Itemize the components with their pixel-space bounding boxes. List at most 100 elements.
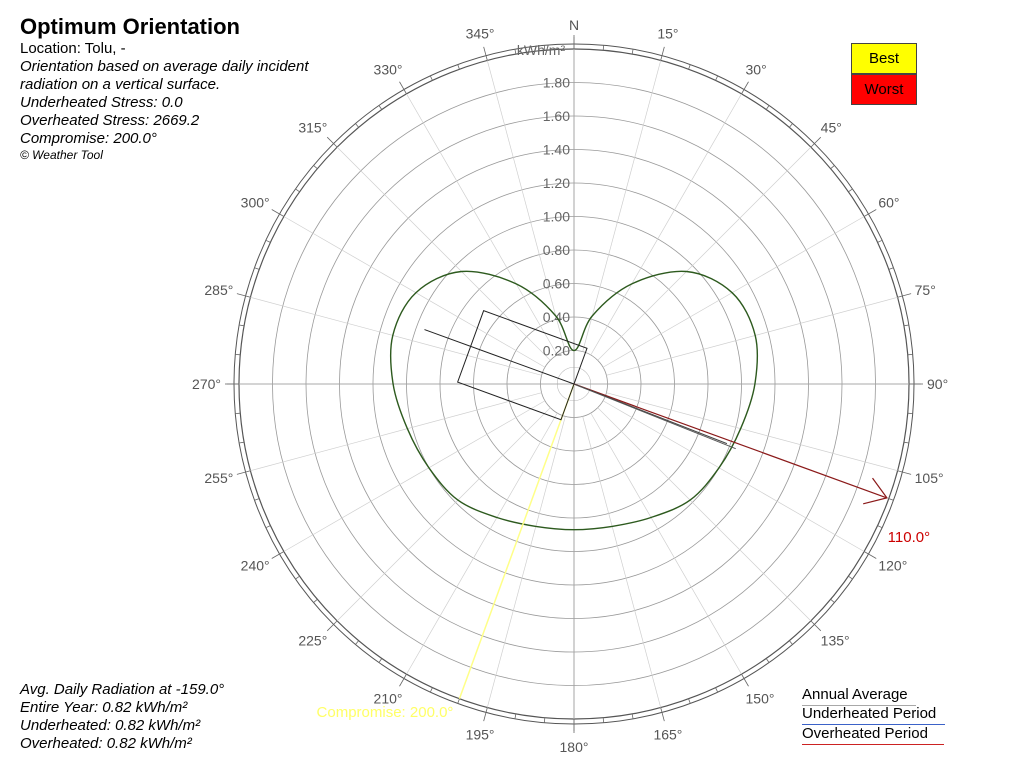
- radial-tick-label: 1.40: [543, 142, 570, 158]
- radial-tick-label: 0.60: [543, 276, 570, 292]
- angle-ticks: [225, 35, 923, 733]
- radial-tick-label: 1.60: [543, 108, 570, 124]
- angle-tick-label: 180°: [560, 739, 589, 755]
- rim-tick: [457, 64, 460, 70]
- rim-tick: [688, 64, 691, 70]
- annual-radiation-curve: [389, 270, 759, 531]
- description-line-2: radiation on a vertical surface.: [20, 76, 221, 93]
- rim-tick: [830, 165, 835, 169]
- grid-spoke: [486, 60, 566, 352]
- rim-tick: [265, 239, 271, 243]
- description-line-1: Orientation based on average daily incid…: [20, 58, 309, 75]
- location-text: Location: Tolu, -: [20, 40, 126, 57]
- rim-tick: [483, 46, 488, 61]
- rim-tick: [888, 498, 894, 501]
- rim-tick: [271, 209, 285, 217]
- rim-tick: [429, 687, 433, 693]
- rim-tick: [313, 165, 318, 169]
- grid-spoke: [250, 392, 542, 472]
- rim-tick: [236, 293, 251, 298]
- info-panel: Optimum Orientation Location: Tolu, - Or…: [20, 14, 309, 163]
- rim-tick: [789, 123, 793, 128]
- rim-tick: [765, 658, 770, 663]
- angle-tick-label: 285°: [204, 282, 233, 298]
- rim-tick: [848, 575, 853, 580]
- avg-entire-year: Entire Year: 0.82 kWh/m²: [20, 699, 188, 716]
- chart-overlay: [389, 270, 888, 700]
- angle-tick-label: 30°: [746, 62, 767, 78]
- grid-spoke: [582, 416, 662, 708]
- rim-tick: [239, 441, 245, 444]
- compromise-text: Compromise: 200.0°: [20, 130, 157, 147]
- rim-tick: [326, 620, 338, 632]
- angle-tick-label: 165°: [653, 727, 682, 743]
- overheated-stress: Overheated Stress: 2669.2: [20, 112, 200, 129]
- chart-title: Optimum Orientation: [20, 14, 240, 39]
- rim-tick: [483, 707, 488, 722]
- rim-tick: [810, 136, 822, 148]
- best-orientation-arrow: [573, 383, 888, 499]
- angle-tick-label: 255°: [204, 470, 233, 486]
- rim-tick: [789, 640, 793, 645]
- rim-tick: [514, 49, 517, 55]
- legend-overheated-period: Overheated Period: [802, 725, 944, 745]
- rim-tick: [378, 105, 383, 110]
- legend-worst: Worst: [851, 74, 917, 105]
- avg-radiation-heading: Avg. Daily Radiation at -159.0°: [20, 681, 225, 698]
- angle-tick-label: 120°: [878, 558, 907, 574]
- overheated-arrow: [575, 384, 736, 450]
- compromise-line: [458, 383, 575, 700]
- rim-tick: [660, 46, 665, 61]
- arrowhead: [863, 477, 888, 505]
- rim-tick: [326, 136, 338, 148]
- grid-spoke: [602, 400, 865, 552]
- rim-tick: [265, 525, 271, 529]
- rim-tick: [378, 658, 383, 663]
- avg-radiation-panel: Avg. Daily Radiation at -159.0° Entire Y…: [20, 681, 224, 753]
- angle-tick-label: 45°: [821, 119, 842, 135]
- rim-tick: [313, 599, 318, 603]
- legend-annual-average: Annual Average: [802, 686, 916, 706]
- rim-tick: [514, 713, 517, 719]
- grid-spoke: [590, 93, 742, 356]
- rim-tick: [765, 105, 770, 110]
- underheated-stress: Underheated Stress: 0.0: [20, 94, 183, 111]
- grid-spoke: [597, 407, 812, 622]
- building-outline: [456, 310, 588, 421]
- rim-tick: [631, 713, 634, 719]
- grid-spoke: [602, 216, 865, 368]
- grid-spoke: [582, 60, 662, 352]
- rim-tick: [399, 81, 407, 95]
- rim-tick: [457, 698, 460, 704]
- grid-spoke: [606, 392, 898, 472]
- compromise-label: Compromise: 200.0°: [317, 704, 454, 721]
- angle-tick-label: 300°: [241, 195, 270, 211]
- grid-spoke: [250, 296, 542, 376]
- copyright: © Weather Tool: [20, 148, 103, 162]
- rim-tick: [897, 293, 912, 298]
- rim-tick: [254, 498, 260, 501]
- rim-tick: [877, 239, 883, 243]
- rim-tick: [741, 81, 749, 95]
- angle-tick-label: 60°: [878, 195, 899, 211]
- rim-tick: [903, 441, 909, 444]
- angle-tick-label: 270°: [192, 376, 221, 392]
- north-label: N: [569, 17, 579, 33]
- rim-tick: [830, 599, 835, 603]
- angle-tick-label: 195°: [466, 727, 495, 743]
- radial-tick-labels: 0.200.400.600.801.001.201.401.601.80: [543, 75, 570, 359]
- angle-tick-label: 330°: [374, 62, 403, 78]
- angle-tick-label: 150°: [746, 690, 775, 706]
- rim-tick: [903, 324, 909, 327]
- grid-spoke: [597, 146, 812, 361]
- radial-tick-label: 0.20: [543, 343, 570, 359]
- rim-tick: [877, 525, 883, 529]
- radial-tick-label: 1.80: [543, 75, 570, 91]
- grid-spoke: [336, 146, 551, 361]
- rim-tick: [863, 551, 877, 559]
- angle-tick-label: 210°: [374, 690, 403, 706]
- rim-tick: [355, 123, 359, 128]
- rim-tick: [631, 49, 634, 55]
- radial-tick-label: 1.20: [543, 175, 570, 191]
